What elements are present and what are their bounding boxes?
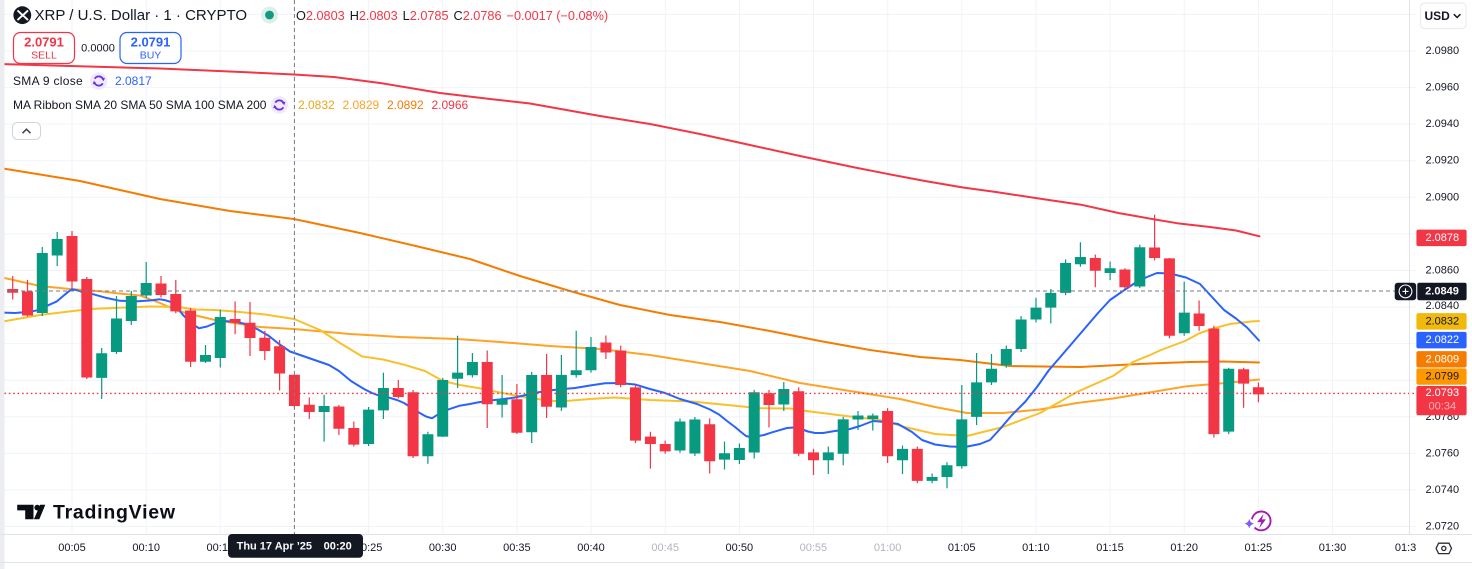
svg-text:00:40: 00:40	[577, 542, 605, 554]
svg-text:SMA 9 close: SMA 9 close	[13, 74, 83, 88]
svg-text:2.0740: 2.0740	[1425, 484, 1459, 496]
svg-text:00:30: 00:30	[429, 542, 457, 554]
svg-text:01:30: 01:30	[1319, 542, 1347, 554]
svg-text:2.0960: 2.0960	[1425, 82, 1459, 94]
svg-text:2.0799: 2.0799	[1425, 371, 1459, 383]
svg-text:2.0940: 2.0940	[1425, 118, 1459, 130]
svg-text:01:15: 01:15	[1096, 542, 1124, 554]
svg-text:2.0892: 2.0892	[387, 98, 424, 112]
svg-text:01:10: 01:10	[1022, 542, 1050, 554]
svg-text:2.0840: 2.0840	[1425, 300, 1459, 312]
svg-text:2.0793: 2.0793	[1425, 387, 1459, 399]
svg-text:2.0822: 2.0822	[1425, 334, 1459, 346]
svg-text:01:05: 01:05	[948, 542, 976, 554]
svg-text:BUY: BUY	[140, 50, 162, 62]
svg-text:00:10: 00:10	[132, 542, 160, 554]
svg-text:2.0920: 2.0920	[1425, 155, 1459, 167]
svg-text:00:55: 00:55	[800, 542, 828, 554]
svg-text:2.0809: 2.0809	[1425, 353, 1459, 365]
svg-text:2.0720: 2.0720	[1425, 521, 1459, 533]
svg-text:00:50: 00:50	[726, 542, 754, 554]
svg-text:00:05: 00:05	[58, 542, 86, 554]
svg-text:01:25: 01:25	[1245, 542, 1273, 554]
svg-text:2.0860: 2.0860	[1425, 265, 1459, 277]
svg-text:00:45: 00:45	[651, 542, 679, 554]
svg-text:2.0791: 2.0791	[24, 35, 64, 50]
svg-text:2.0878: 2.0878	[1425, 232, 1459, 244]
svg-text:2.0832: 2.0832	[298, 98, 335, 112]
svg-text:00:15: 00:15	[207, 542, 235, 554]
svg-text:2.0966: 2.0966	[432, 98, 469, 112]
svg-text:2.0900: 2.0900	[1425, 191, 1459, 203]
svg-text:01:35: 01:35	[1395, 542, 1423, 554]
svg-text:01:20: 01:20	[1170, 542, 1198, 554]
svg-text:00:35: 00:35	[503, 542, 531, 554]
svg-text:2.0849: 2.0849	[1425, 285, 1459, 297]
svg-text:2.0760: 2.0760	[1425, 447, 1459, 459]
svg-text:2.0791: 2.0791	[131, 35, 171, 50]
svg-text:2.0980: 2.0980	[1425, 45, 1459, 57]
svg-text:2.0817: 2.0817	[115, 74, 152, 88]
svg-text:XRP / U.S. Dollar · 1 · CRYPTO: XRP / U.S. Dollar · 1 · CRYPTO	[35, 7, 248, 24]
svg-text:USD: USD	[1425, 9, 1451, 23]
svg-text:TradingView: TradingView	[53, 502, 176, 524]
svg-text:SELL: SELL	[31, 50, 57, 62]
svg-text:00:34: 00:34	[1429, 401, 1457, 413]
svg-text:2.0829: 2.0829	[343, 98, 380, 112]
svg-text:00:20: 00:20	[324, 540, 352, 552]
svg-text:Thu 17 Apr ’25: Thu 17 Apr ’25	[237, 540, 312, 552]
svg-text:2.0832: 2.0832	[1425, 315, 1459, 327]
svg-text:0.0000: 0.0000	[81, 43, 115, 55]
svg-text:01:00: 01:00	[874, 542, 902, 554]
svg-text:MA Ribbon SMA 20 SMA 50 SMA 10: MA Ribbon SMA 20 SMA 50 SMA 100 SMA 200	[13, 98, 267, 112]
